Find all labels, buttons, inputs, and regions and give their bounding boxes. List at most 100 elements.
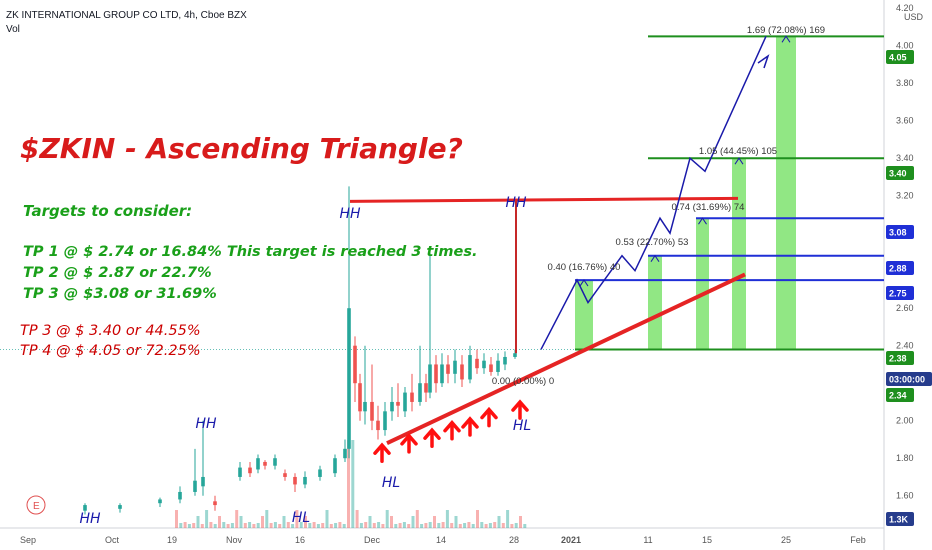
candle-body [396, 401, 400, 406]
volume-bar [187, 524, 191, 528]
volume-bar [321, 523, 325, 528]
candle-body [383, 411, 387, 431]
measure-label: 0.40 (16.76%) 40 [548, 262, 621, 273]
volume-bar [243, 523, 247, 528]
candle-body [403, 392, 407, 412]
candle-body [333, 458, 337, 474]
time-tick-label: 25 [781, 535, 791, 545]
price-tag-label: 2.38 [889, 354, 907, 364]
time-tick-label: Oct [105, 535, 120, 545]
volume-bar [179, 523, 183, 528]
time-tick-label: 15 [702, 535, 712, 545]
target-column [575, 280, 593, 350]
candle-body [370, 401, 374, 421]
volume-bar [458, 524, 462, 528]
price-tag-label: 3.08 [889, 228, 907, 238]
time-tick-label: 19 [167, 535, 177, 545]
measure-label: 0.53 (22.70%) 53 [616, 237, 689, 248]
price-tag [886, 512, 914, 526]
candle-body [248, 467, 252, 474]
volume-bar [192, 523, 196, 528]
volume-bar [316, 524, 320, 528]
price-tag-label: 03:00:00 [889, 375, 925, 385]
candle-body [193, 480, 197, 492]
pattern-marker-label: HH [339, 206, 361, 222]
price-tag [886, 50, 914, 64]
volume-bar [342, 524, 346, 528]
volume-bar [484, 524, 488, 528]
candle-body [363, 401, 367, 412]
price-tick-label: 3.60 [896, 116, 914, 126]
measure-arrow [734, 157, 744, 165]
candle-body [503, 356, 507, 365]
time-tick-label: Nov [226, 535, 243, 545]
price-tag-label: 4.05 [889, 53, 907, 63]
target-tp3b: TP 3 @ $ 3.40 or 44.55% [20, 323, 201, 339]
time-tick-label: Dec [364, 535, 381, 545]
candle-body [273, 458, 277, 466]
candle-body [213, 501, 217, 506]
target-tp2: TP 2 @ $ 2.87 or 22.7% [23, 265, 212, 281]
candle-body [390, 401, 394, 412]
volume-bar [364, 522, 368, 528]
volume-bar [209, 522, 213, 528]
measure-label: 1.69 (72.08%) 169 [747, 25, 825, 36]
volume-bar [226, 524, 230, 528]
price-tag [886, 351, 914, 365]
volume-bar [493, 522, 497, 528]
volume-bar [200, 524, 204, 528]
volume-bar [445, 510, 449, 528]
volume-bar [359, 523, 363, 528]
volume-bar [476, 510, 479, 528]
volume-bar [175, 510, 178, 528]
target-tp4: TP 4 @ $ 4.05 or 72.25% [20, 343, 201, 359]
volume-bar [265, 510, 269, 528]
volume-bar [304, 516, 307, 528]
candle-body [418, 383, 422, 402]
volume-bar [450, 523, 454, 528]
volume-bar [428, 522, 432, 528]
candle-body [318, 469, 322, 477]
candle-body [468, 355, 472, 380]
price-tick-label: 3.20 [896, 191, 914, 201]
candle-body [440, 364, 444, 384]
candle-body [178, 491, 182, 500]
price-tick-label: 2.40 [896, 341, 914, 351]
candle-body [201, 476, 205, 487]
price-tick-label: 2.00 [896, 416, 914, 426]
volume-label: Vol [6, 24, 20, 35]
volume-bar [506, 510, 510, 528]
price-tag [886, 286, 914, 300]
volume-bar [278, 524, 282, 528]
volume-bar [437, 523, 441, 528]
volume-bar [398, 523, 402, 528]
candle-body [263, 461, 267, 466]
measure-label: 0.74 (31.69%) 74 [672, 202, 745, 213]
measure-arrow [781, 35, 791, 43]
volume-bar [433, 516, 436, 528]
volume-bar [351, 440, 355, 528]
target-column [776, 36, 796, 350]
volume-bar [299, 522, 303, 528]
volume-bar [463, 523, 467, 528]
price-tag-label: 3.40 [889, 169, 907, 179]
candle-body [496, 360, 500, 372]
volume-bar [523, 524, 527, 528]
candle-body [158, 499, 162, 504]
candle-body [453, 360, 457, 374]
volume-bar [218, 516, 221, 528]
price-tick-label: 1.60 [896, 491, 914, 501]
support-trendline [386, 272, 746, 446]
projection-path [540, 36, 767, 350]
targets-heading: Targets to consider: [23, 202, 192, 220]
time-tick-label: 2021 [561, 535, 581, 545]
candle-body [347, 308, 351, 449]
volume-bar [415, 510, 419, 528]
target-tp1: TP 1 @ $ 2.74 or 16.84% This target is r… [23, 244, 477, 260]
volume-bar [497, 516, 501, 528]
candle-body [482, 360, 486, 369]
volume-bar [334, 523, 338, 528]
pattern-marker-label: HL [382, 475, 400, 491]
volume-bar [381, 524, 385, 528]
